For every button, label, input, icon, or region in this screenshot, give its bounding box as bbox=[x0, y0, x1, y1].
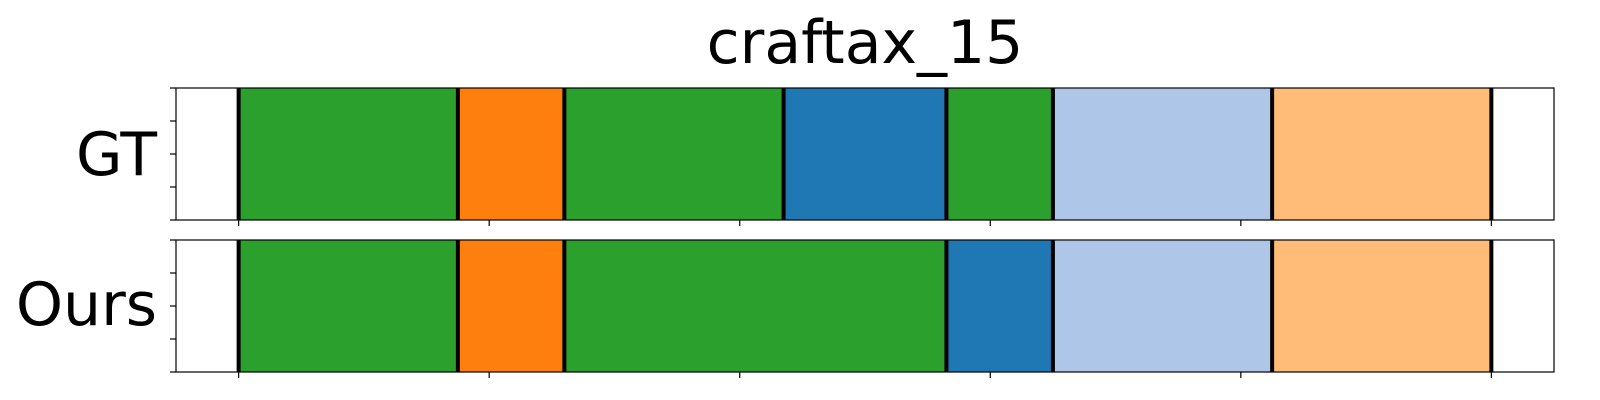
segment-bar bbox=[457, 240, 565, 372]
chart-rows: GT Ours bbox=[16, 87, 1555, 378]
segment-bar bbox=[564, 240, 947, 372]
segment-bar bbox=[238, 88, 458, 220]
segment-bar bbox=[564, 88, 784, 220]
row-label: GT bbox=[76, 120, 157, 190]
row-label: Ours bbox=[16, 270, 157, 340]
segment-bar bbox=[946, 88, 1053, 220]
segment-bar bbox=[1272, 88, 1492, 220]
chart-title: craftax_15 bbox=[707, 8, 1024, 78]
row-gt: GT bbox=[76, 87, 1555, 226]
segment-bar bbox=[238, 240, 458, 372]
segment-bar bbox=[457, 88, 565, 220]
row-ours: Ours bbox=[16, 239, 1555, 378]
segment-bar bbox=[946, 240, 1053, 372]
segment-bar bbox=[1272, 240, 1492, 372]
segment-bar bbox=[1052, 88, 1273, 220]
segment-bar bbox=[1052, 240, 1273, 372]
segment-bar bbox=[783, 88, 947, 220]
